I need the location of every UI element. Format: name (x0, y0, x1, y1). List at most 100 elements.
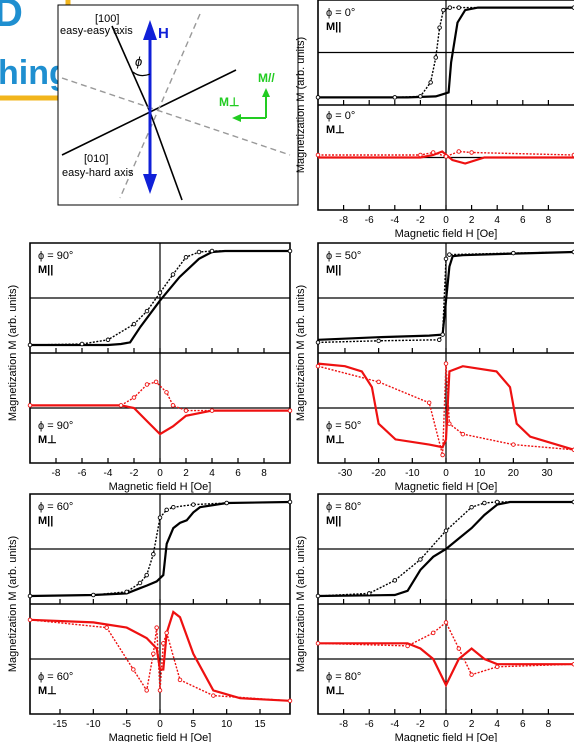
phi-label-bottom: ϕ = 60° (38, 671, 73, 683)
x-tick-label: 4 (209, 468, 215, 479)
x-tick-label: 0 (443, 215, 449, 226)
component-label-bottom: M⊥ (38, 434, 57, 446)
phi-label-top: ϕ = 90° (38, 250, 73, 262)
data-point-bottom (456, 646, 462, 651)
data-point-bottom (104, 625, 109, 630)
series-bottom-open (29, 619, 291, 702)
x-tick-label: -2 (416, 719, 425, 730)
phi-label-top: ϕ = 0° (326, 7, 355, 19)
x-tick-label: 0 (443, 719, 449, 730)
data-point-bottom (287, 698, 293, 704)
m-perp-label: M⊥ (219, 95, 239, 109)
plot-frame (29, 242, 291, 464)
y-axis-label: Magnetization M (arb. units) (7, 285, 19, 421)
data-point-top (27, 593, 33, 599)
phi-label-top: ϕ = 50° (326, 250, 361, 262)
data-point-bottom (469, 672, 474, 677)
x-tick-label: -8 (339, 215, 348, 226)
data-point-bottom (144, 382, 150, 387)
component-label-top: M|| (326, 21, 341, 33)
data-point-bottom (131, 667, 136, 672)
data-point-top (191, 502, 196, 507)
component-label-bottom: M⊥ (326, 685, 345, 697)
data-point-top (137, 580, 143, 586)
data-point-top (315, 340, 321, 345)
component-label-top: M|| (38, 515, 53, 527)
data-point-top (482, 500, 487, 506)
y-axis-label: Magnetization M (arb. units) (295, 37, 307, 173)
angle-arc (132, 71, 151, 77)
x-axis-label: Magnetic field H [Oe] (109, 481, 212, 493)
x-tick-label: 30 (541, 468, 553, 479)
data-point-top (91, 592, 96, 598)
chart-panel-phi90: -8 -6 -4 -2 0 2 4 6 8 Magnetic field H [Oe] Magnet… (7, 242, 293, 493)
data-point-top (443, 256, 449, 262)
x-tick-label: 10 (221, 719, 233, 730)
data-point-bottom (183, 408, 189, 413)
x-axis-label: Magnetic field H [Oe] (109, 732, 212, 742)
data-point-top (170, 272, 176, 277)
data-point-top (105, 337, 111, 343)
x-tick-label: -8 (52, 468, 61, 479)
x-tick-label: 6 (235, 468, 241, 479)
data-point-bottom (469, 150, 474, 155)
y-axis-label: Magnetization M (arb. units) (7, 536, 19, 672)
field-arrow-head-down (143, 174, 157, 194)
component-label-bottom: M⊥ (326, 434, 345, 446)
phi-label-top: ϕ = 60° (38, 501, 73, 513)
series-bottom-open (317, 621, 574, 676)
data-point-top (433, 55, 439, 60)
series-top-solid (317, 500, 574, 598)
component-label-top: M|| (326, 264, 341, 276)
data-point-top (79, 341, 85, 347)
data-point-bottom (170, 403, 176, 408)
data-point-bottom (430, 630, 436, 636)
x-tick-label: 0 (443, 468, 449, 479)
x-tick-label: 20 (508, 468, 520, 479)
y-axis-label: Magnetization M (arb. units) (295, 536, 307, 672)
data-point-top (171, 504, 176, 510)
data-point-bottom (376, 379, 381, 385)
data-point-top (447, 5, 453, 10)
x-tick-label: 4 (494, 719, 500, 730)
chart-panel-phi80: -8 -6 -4 -2 0 2 4 6 8 Magnetic field H [Oe] Magnet… (295, 493, 574, 742)
data-point-bottom (157, 688, 163, 693)
data-point-bottom (209, 408, 215, 413)
x-tick-label: -10 (86, 719, 101, 730)
data-point-bottom (164, 390, 169, 395)
x-tick-label: -15 (53, 719, 68, 730)
data-point-top (456, 5, 462, 10)
field-arrow-head-up (143, 20, 157, 40)
dashed-axis-1 (119, 13, 201, 199)
data-point-top (511, 250, 516, 256)
data-point-top (469, 504, 474, 510)
x-tick-label: 15 (254, 719, 266, 730)
series-top-solid (29, 500, 291, 598)
axis-100-caption: easy-easy axis (60, 25, 133, 37)
axis-010-label: [010] (84, 153, 108, 165)
data-point-top (131, 321, 137, 327)
field-label: H (158, 25, 169, 42)
data-point-top (209, 248, 215, 254)
y-axis-label: Magnetization M (arb. units) (295, 285, 307, 421)
data-point-top (447, 252, 452, 257)
series-bottom-solid (30, 404, 290, 436)
data-point-bottom (315, 152, 321, 158)
data-point-bottom (426, 400, 432, 406)
data-point-bottom (27, 617, 33, 623)
chart-panel-phi60: -15 -10 -5 0 5 10 15 Magnetic field H [Oe] Magne… (7, 493, 293, 742)
series-top-open (318, 6, 574, 99)
series-bottom-solid (318, 642, 574, 688)
x-tick-label: -6 (365, 719, 374, 730)
data-point-bottom (153, 379, 159, 385)
data-point-bottom (164, 630, 169, 636)
data-point-bottom (494, 664, 500, 670)
data-point-bottom (177, 677, 183, 683)
data-point-bottom (315, 641, 321, 646)
data-point-top (440, 332, 445, 337)
data-point-bottom (443, 361, 449, 366)
x-tick-label: -2 (130, 468, 139, 479)
series-top-open (29, 250, 290, 346)
